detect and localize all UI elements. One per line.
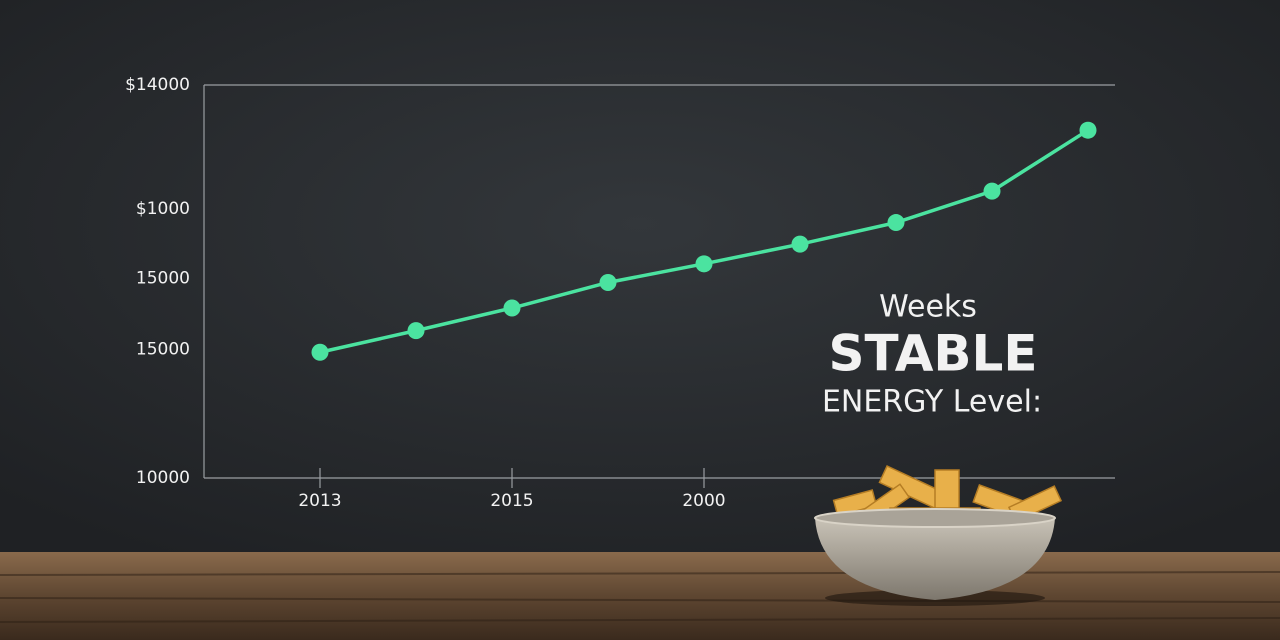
annotation: Weeks <box>879 290 977 325</box>
y-tick-label: $1000 <box>136 199 190 219</box>
snack-bowl <box>814 465 1063 606</box>
point <box>791 235 809 253</box>
point <box>503 299 521 317</box>
point <box>1079 121 1097 139</box>
chalkboard <box>0 0 1280 560</box>
table <box>0 552 1280 640</box>
x-tick-label: 2000 <box>682 491 725 511</box>
annotation: ENERGY Level: <box>822 385 1042 420</box>
y-tick-label: 15000 <box>136 339 190 359</box>
point <box>407 322 425 340</box>
y-tick-label: 10000 <box>136 468 190 488</box>
annotation: STABLE <box>828 325 1037 383</box>
point <box>983 182 1001 200</box>
point <box>311 343 329 361</box>
wood-grain <box>0 571 1280 623</box>
x-tick-label: 2015 <box>490 491 533 511</box>
y-tick-label: $14000 <box>125 75 190 95</box>
x-tick-label: 2013 <box>298 491 341 511</box>
point <box>599 273 617 291</box>
y-tick-label: 15000 <box>136 269 190 289</box>
point <box>887 214 905 232</box>
point <box>695 255 713 273</box>
